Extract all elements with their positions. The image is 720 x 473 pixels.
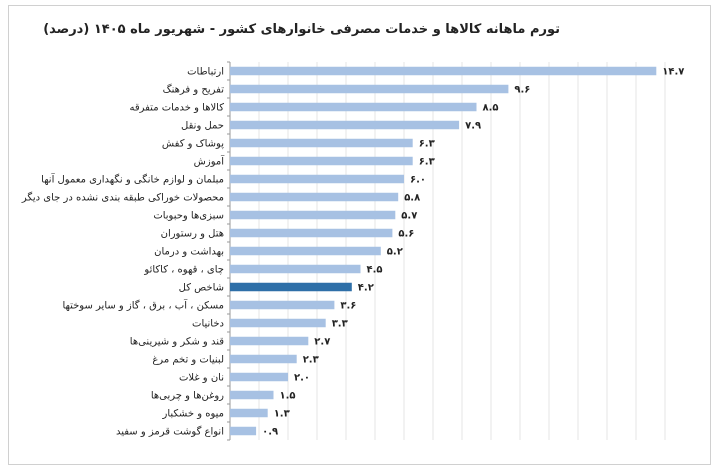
bar <box>230 318 326 328</box>
category-label: ارتباطات <box>187 67 224 78</box>
category-label: دخانیات <box>192 319 224 330</box>
bar <box>230 66 657 76</box>
bar <box>230 336 309 346</box>
bar <box>230 102 477 112</box>
bar <box>230 246 381 256</box>
category-label: آموزش <box>194 155 226 168</box>
bar <box>230 84 509 94</box>
chart-title: تورم ماهانه کالاها و خدمات مصرفی خانواره… <box>43 22 560 37</box>
data-label: ۱.۳ <box>274 409 290 420</box>
category-label: چای ، قهوه ، کاکائو <box>143 265 224 276</box>
bar <box>230 282 352 292</box>
category-label: مبلمان و لوازم خانگی و نگهداری معمول آنه… <box>41 173 224 186</box>
data-label: ۵.۶ <box>398 229 414 240</box>
category-label: میوه و خشکبار <box>162 409 224 420</box>
bar <box>230 174 404 184</box>
data-label: ۹.۶ <box>514 85 530 96</box>
bar <box>230 408 268 418</box>
bar <box>230 210 396 220</box>
data-label: ۰.۹ <box>262 427 278 438</box>
data-label: ۵.۲ <box>387 247 403 258</box>
data-label: ۳.۳ <box>332 319 348 330</box>
data-label: ۴.۲ <box>358 283 374 294</box>
category-label: سبزی‌ها وحبوبات <box>153 211 224 222</box>
bar <box>230 138 413 148</box>
category-label: کالاها و خدمات متفرقه <box>129 103 224 114</box>
bar <box>230 426 257 436</box>
category-label: تفریح و فرهنگ <box>163 84 225 96</box>
category-label: انواع گوشت قرمز و سفید <box>116 426 224 438</box>
bar <box>230 192 399 202</box>
bar <box>230 372 288 382</box>
data-label: ۶.۳ <box>419 139 435 150</box>
data-label: ۱۴.۷ <box>662 67 684 78</box>
category-label: لبنیات و تخم مرغ <box>152 355 224 366</box>
category-label: بهداشت و درمان <box>154 247 224 258</box>
bar <box>230 300 335 310</box>
category-label: حمل ونقل <box>181 121 224 132</box>
data-label: ۴.۵ <box>367 265 383 276</box>
category-label: مسکن ، آب ، برق ، گاز و سایر سوختها <box>62 299 224 312</box>
data-label: ۷.۹ <box>465 121 481 132</box>
data-label: ۱.۵ <box>280 391 296 402</box>
category-label: روغن‌ها و چربی‌ها <box>151 391 224 402</box>
bar <box>230 228 393 238</box>
category-label: هتل و رستوران <box>161 229 224 240</box>
data-label: ۸.۵ <box>483 103 499 114</box>
category-label: نان و غلات <box>179 373 224 384</box>
category-label: قند و شکر و شیرینی‌ها <box>130 337 224 348</box>
bar <box>230 264 361 274</box>
bar <box>230 156 413 166</box>
data-label: ۶.۳ <box>419 157 435 168</box>
data-label: ۵.۸ <box>404 193 420 204</box>
data-label: ۵.۷ <box>401 211 417 222</box>
bar <box>230 390 274 400</box>
category-label: محصولات خوراکی طبقه بندی نشده در جای دیگ… <box>21 192 224 204</box>
bar <box>230 354 297 364</box>
bar <box>230 120 460 130</box>
data-label: ۲.۰ <box>294 373 310 384</box>
data-label: ۶.۰ <box>410 175 426 186</box>
category-label: شاخص کل <box>179 283 224 294</box>
data-label: ۲.۳ <box>303 355 319 366</box>
data-label: ۲.۷ <box>314 337 330 348</box>
category-label: پوشاک و کفش <box>162 139 224 150</box>
data-label: ۳.۶ <box>340 301 356 312</box>
